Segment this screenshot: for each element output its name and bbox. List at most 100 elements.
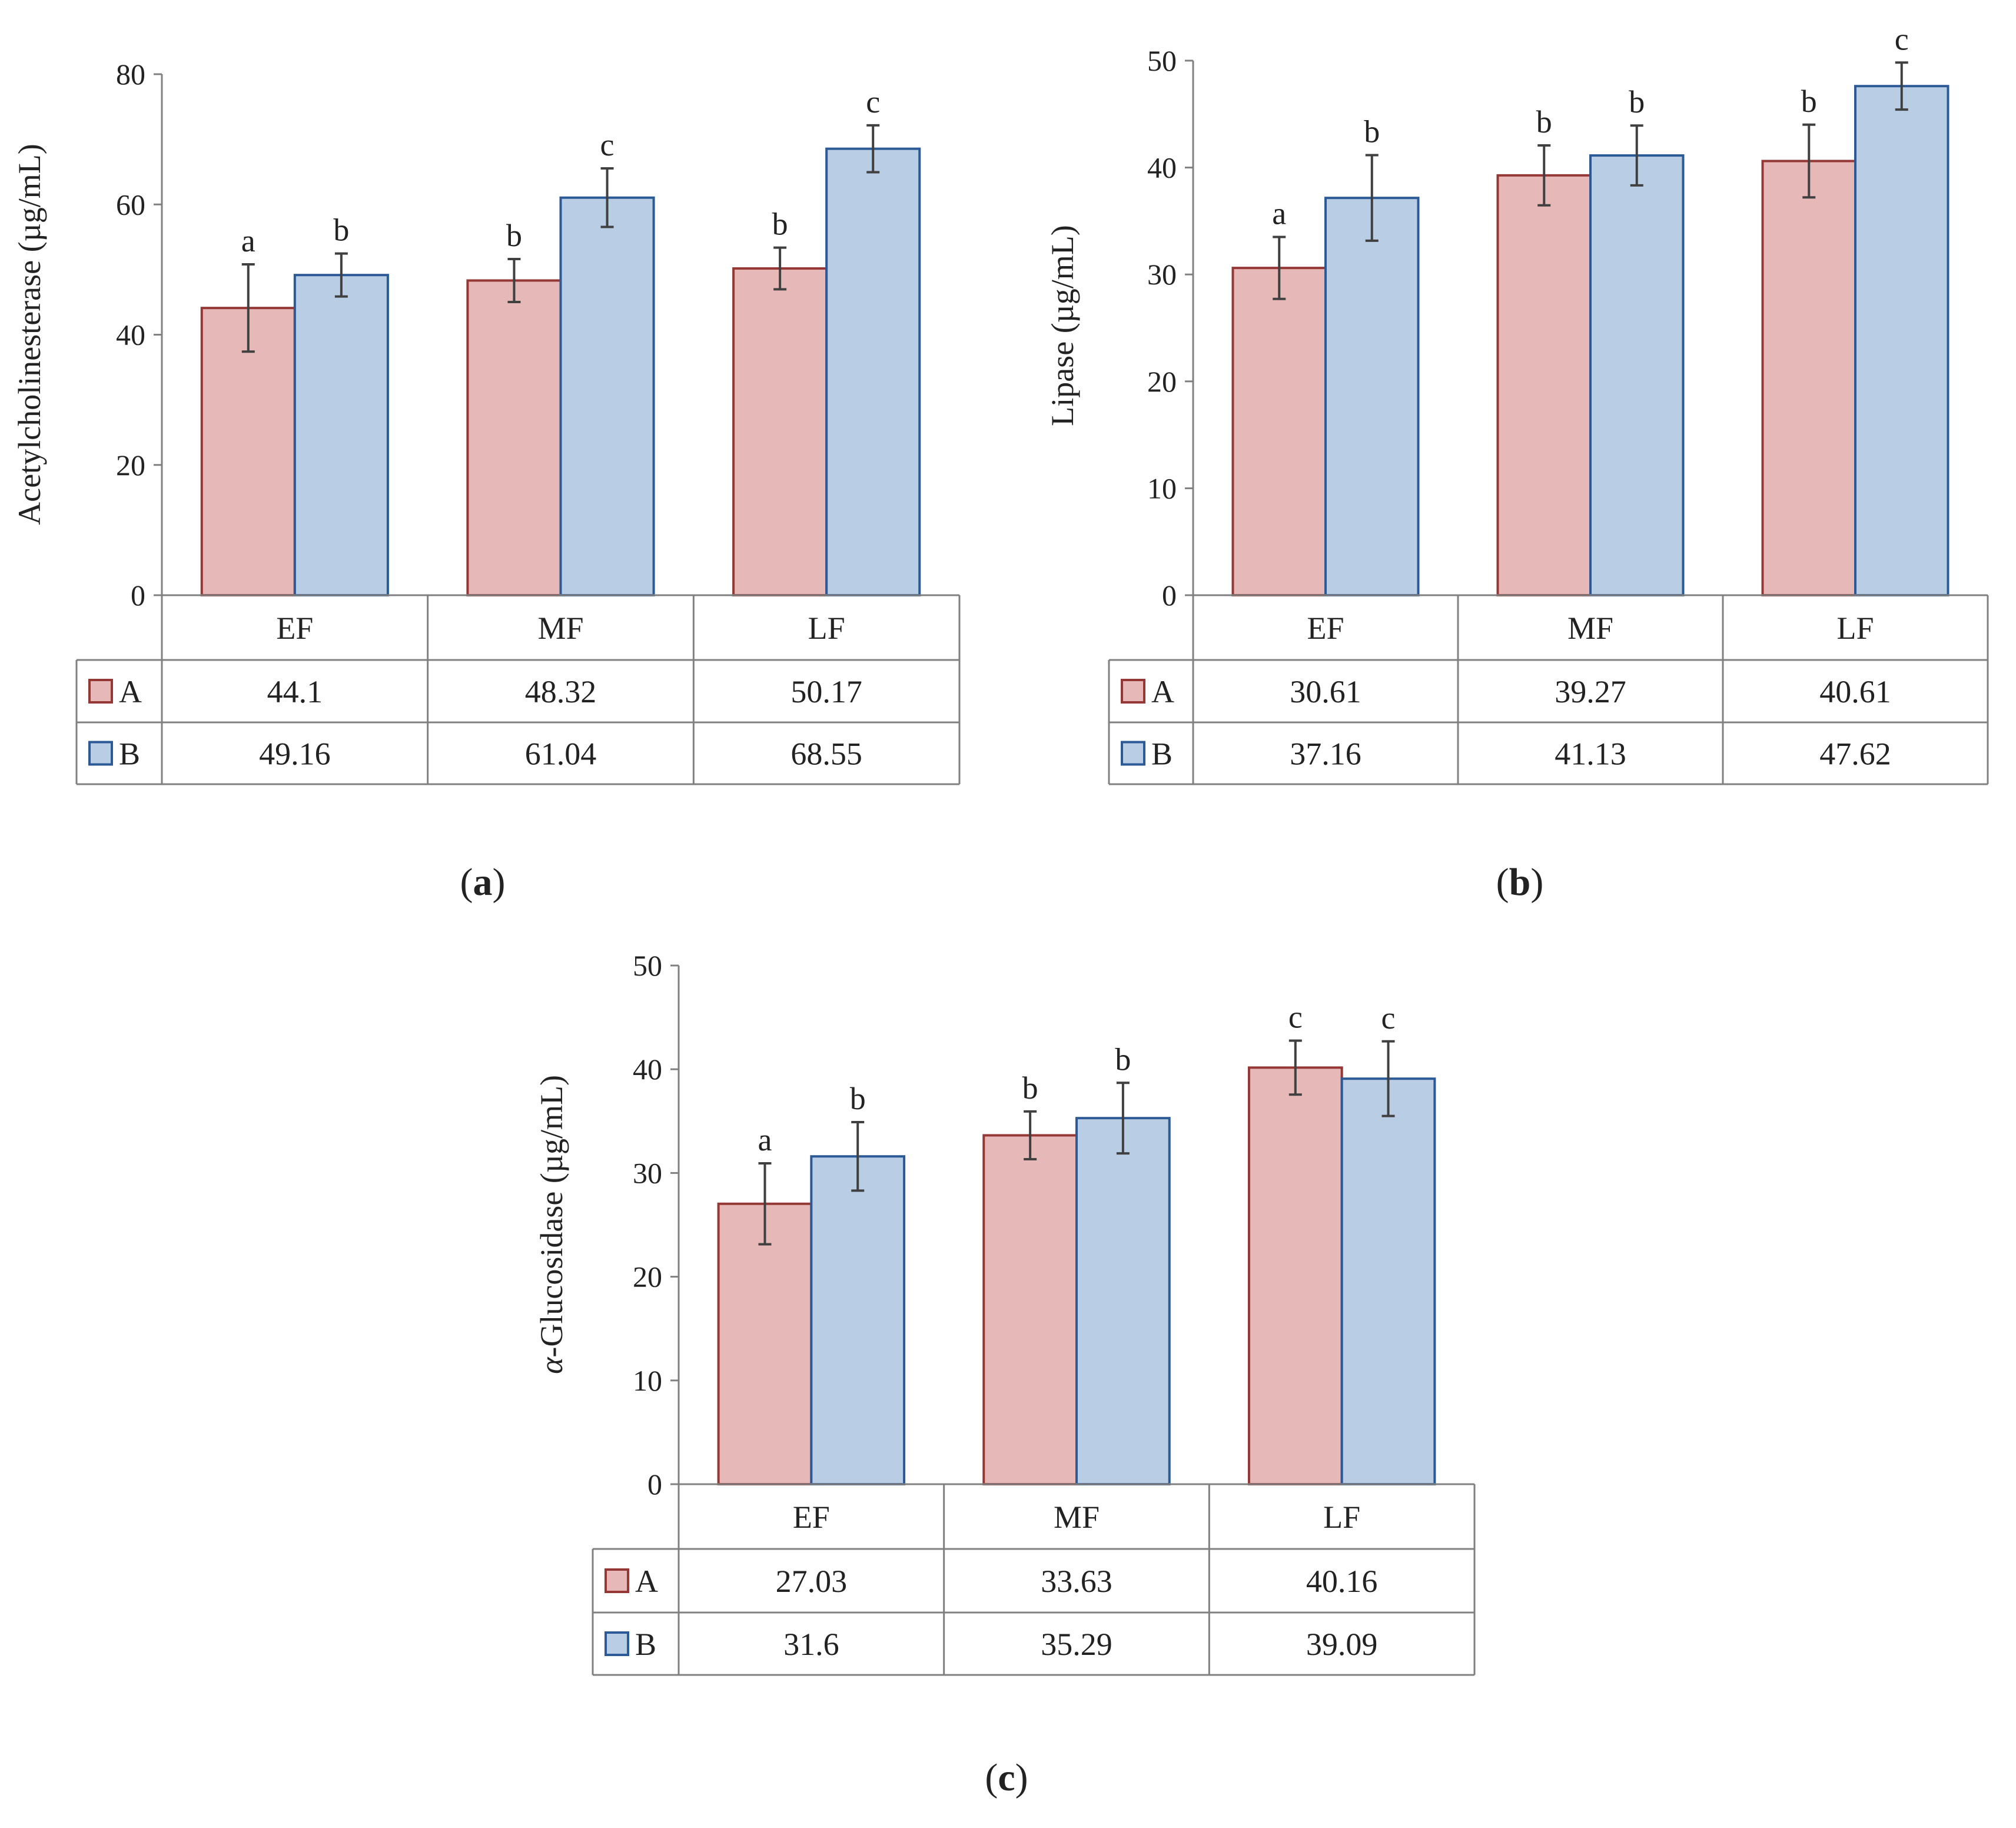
significance-label-A-MF: b xyxy=(1022,1070,1038,1106)
significance-label-B-LF: c xyxy=(1381,1000,1396,1036)
bar-A-MF xyxy=(466,279,562,596)
significance-label-A-EF: a xyxy=(758,1122,772,1157)
y-axis-label: Acetylcholinesterase (µg/mL) xyxy=(12,144,47,525)
significance-label-B-EF: b xyxy=(850,1081,866,1116)
significance-label-A-LF: c xyxy=(1288,1000,1303,1035)
bar-B-MF xyxy=(1075,1117,1171,1485)
y-tick-label: 20 xyxy=(116,449,145,482)
significance-label-B-LF: c xyxy=(1895,21,1909,57)
significance-label-A-EF: a xyxy=(1272,195,1286,231)
legend-label-B: B xyxy=(1151,736,1173,772)
y-tick-label: 0 xyxy=(647,1468,662,1501)
x-category-label: MF xyxy=(537,611,583,646)
table-value-A-MF: 39.27 xyxy=(1555,674,1626,709)
legend-swatch-A xyxy=(88,679,113,704)
bar-A-LF xyxy=(732,267,828,596)
significance-label-A-MF: b xyxy=(1536,104,1552,140)
bar-B-LF xyxy=(1854,85,1949,596)
bar-A-LF xyxy=(1247,1066,1343,1486)
y-tick-label: 50 xyxy=(1147,44,1177,77)
x-category-label: EF xyxy=(1307,611,1344,646)
y-axis-label-text: -Glucosidase (µg/mL) xyxy=(534,1075,569,1358)
significance-label-A-LF: b xyxy=(772,207,788,242)
table-value-B-LF: 39.09 xyxy=(1306,1627,1378,1662)
y-tick-label: 0 xyxy=(1162,579,1177,612)
chart-panel-b: 0 10 20 30 40 50 Lipase (µg/mL) a b b b b c EF MF LF A 30… xyxy=(1045,21,1989,904)
significance-label-B-LF: c xyxy=(866,84,880,120)
y-tick-label: 10 xyxy=(1147,472,1177,505)
y-axis-label-prefix: α xyxy=(534,1356,569,1374)
bar-A-EF xyxy=(1231,267,1327,597)
legend-label-B: B xyxy=(635,1627,656,1662)
x-category-label: MF xyxy=(1567,611,1613,646)
panel-label-open: ( xyxy=(460,861,473,904)
legend-swatch-A xyxy=(605,1568,629,1593)
legend-swatch-B xyxy=(88,741,113,766)
y-axis-label: α-Glucosidase (µg/mL) xyxy=(534,1075,569,1374)
panel-label-open: ( xyxy=(985,1756,998,1799)
chart-panel-a: 0 20 40 60 80 Acetylcholinesterase (µg/mL) a b b… xyxy=(12,58,961,904)
table-value-A-LF: 40.61 xyxy=(1819,674,1891,709)
table-value-A-LF: 50.17 xyxy=(791,674,862,709)
table-value-A-EF: 27.03 xyxy=(776,1564,848,1599)
bar-B-MF xyxy=(559,196,655,596)
panel-label-close: ) xyxy=(1015,1756,1028,1799)
significance-label-A-LF: b xyxy=(1801,84,1817,119)
y-tick-label: 60 xyxy=(116,188,145,221)
y-tick-label: 0 xyxy=(131,579,145,612)
table-value-B-EF: 49.16 xyxy=(259,736,331,772)
x-category-label: LF xyxy=(1836,611,1874,646)
legend-label-B: B xyxy=(119,736,140,772)
panel-label-letter: b xyxy=(1509,861,1531,904)
table-value-B-LF: 47.62 xyxy=(1819,736,1891,772)
bar-B-EF xyxy=(810,1155,906,1485)
y-tick-label: 20 xyxy=(633,1260,662,1293)
bar-B-LF xyxy=(1340,1077,1436,1486)
significance-label-B-MF: b xyxy=(1115,1041,1131,1077)
legend-swatch-B xyxy=(605,1631,629,1656)
y-axis-label-text: Acetylcholinesterase (µg/mL) xyxy=(12,144,47,525)
y-tick-label: 50 xyxy=(633,949,662,982)
significance-label-B-EF: b xyxy=(333,213,349,248)
table-value-A-MF: 33.63 xyxy=(1041,1564,1112,1599)
table-value-A-LF: 40.16 xyxy=(1306,1564,1378,1599)
bar-B-LF xyxy=(825,147,921,596)
table-value-B-LF: 68.55 xyxy=(791,736,862,772)
panel-label-close: ) xyxy=(493,861,506,904)
table-value-A-EF: 30.61 xyxy=(1290,674,1361,709)
significance-label-B-EF: b xyxy=(1364,114,1380,150)
table-value-B-MF: 41.13 xyxy=(1555,736,1626,772)
legend-swatch-A xyxy=(1121,679,1145,704)
panel-label-close: ) xyxy=(1530,861,1543,904)
table-value-A-EF: 44.1 xyxy=(267,674,323,709)
table-value-A-MF: 48.32 xyxy=(525,674,597,709)
y-tick-label: 80 xyxy=(116,58,145,91)
legend-label-A: A xyxy=(1151,674,1174,709)
y-tick-label: 10 xyxy=(633,1364,662,1397)
legend-label-A: A xyxy=(635,1564,658,1599)
panel-label-letter: a xyxy=(473,861,493,904)
bar-B-EF xyxy=(293,274,389,597)
panel-label-letter: c xyxy=(998,1756,1015,1799)
y-tick-label: 40 xyxy=(116,319,145,351)
table-value-B-EF: 37.16 xyxy=(1290,736,1361,772)
y-tick-label: 40 xyxy=(1147,151,1177,184)
x-category-label: LF xyxy=(1323,1499,1360,1535)
significance-label-B-MF: b xyxy=(1629,84,1645,120)
table-value-B-MF: 35.29 xyxy=(1041,1627,1112,1662)
bar-A-EF xyxy=(717,1202,813,1486)
bar-A-LF xyxy=(1761,160,1856,596)
x-category-label: MF xyxy=(1054,1499,1100,1535)
x-category-label: LF xyxy=(808,611,845,646)
y-axis-label-text: Lipase (µg/mL) xyxy=(1045,225,1080,426)
y-tick-label: 40 xyxy=(633,1053,662,1086)
panel-label: (a) xyxy=(460,861,506,904)
panel-label-open: ( xyxy=(1496,861,1509,904)
bar-B-EF xyxy=(1324,197,1420,597)
table-value-B-MF: 61.04 xyxy=(525,736,597,772)
chart-panel-c: 0 10 20 30 40 50 α-Glucosidase (µg/mL) a b b b c c EF… xyxy=(534,949,1476,1799)
y-tick-label: 30 xyxy=(633,1156,662,1189)
x-category-label: EF xyxy=(276,611,313,646)
y-tick-label: 20 xyxy=(1147,365,1177,398)
